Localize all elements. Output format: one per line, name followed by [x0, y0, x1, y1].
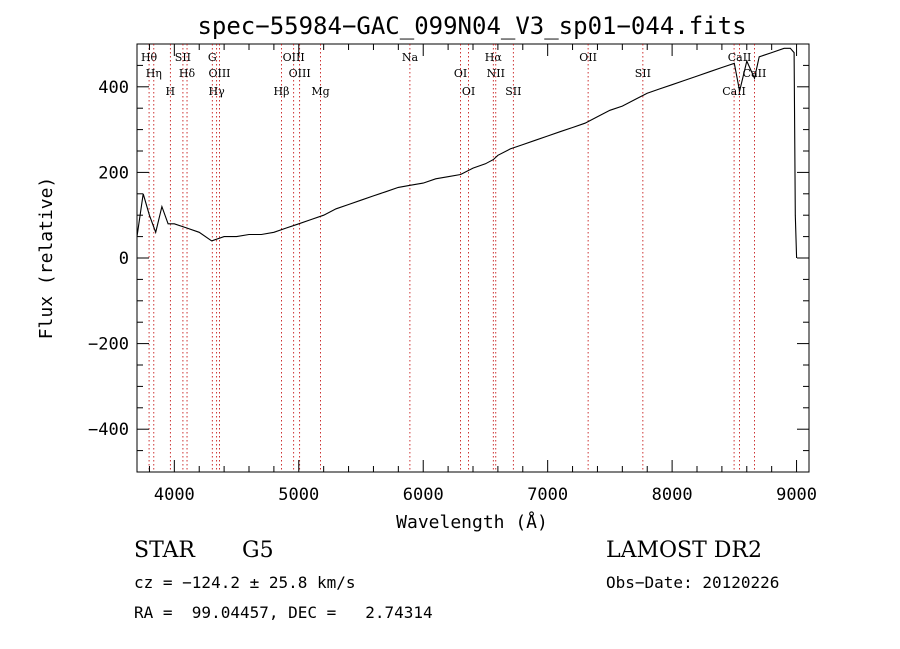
spectrum-line	[136, 47, 798, 259]
y-tick-label: 0	[119, 249, 129, 269]
x-tick-label: 8000	[652, 485, 693, 505]
line-marker-label: OI	[454, 67, 467, 80]
line-marker-label: G	[208, 51, 217, 64]
line-marker-label: OIII	[289, 67, 311, 80]
line-marker-label: OI	[462, 85, 475, 98]
line-marker-label: SII	[635, 67, 651, 80]
y-axis-label: Flux (relative)	[36, 177, 57, 340]
line-marker-label: Hη	[146, 67, 162, 80]
line-marker-label: OIII	[283, 51, 305, 64]
line-marker-label: Hγ	[209, 85, 226, 98]
x-tick-label: 6000	[403, 485, 444, 505]
line-marker-label: Mg	[311, 85, 329, 98]
survey-name: LAMOST DR2	[606, 538, 762, 563]
line-marker-label: Hα	[485, 51, 503, 64]
line-marker-label: NII	[487, 67, 505, 80]
line-marker-label: Hδ	[179, 67, 196, 80]
line-marker-label: SII	[175, 51, 191, 64]
redshift-velocity: cz = −124.2 ± 25.8 km/s	[134, 573, 356, 592]
object-subclass: G5	[242, 538, 274, 563]
line-marker-label: CaII	[728, 51, 752, 64]
x-tick-label: 7000	[527, 485, 568, 505]
line-marker-label: H	[166, 85, 176, 98]
line-marker-label: OIII	[208, 67, 230, 80]
line-marker-label: Na	[402, 51, 419, 64]
y-tick-label: 200	[98, 163, 129, 183]
x-tick-label: 5000	[278, 485, 319, 505]
line-marker-label: Hθ	[141, 51, 158, 64]
line-marker-label: CaII	[722, 85, 746, 98]
y-tick-label: 400	[98, 78, 129, 98]
line-marker-label: SII	[505, 85, 521, 98]
axis-tick-labels: 4000 5000 6000 7000 8000 9000 −400 −200 0 200 400	[88, 78, 817, 505]
ra-dec-coordinates: RA = 99.04457, DEC = 2.74314	[134, 603, 433, 622]
chart-title: spec−55984−GAC_099N04_V3_sp01−044.fits	[197, 12, 746, 40]
x-tick-label: 4000	[154, 485, 195, 505]
x-tick-label: 9000	[776, 485, 817, 505]
line-marker-label: Hβ	[274, 85, 290, 98]
plot-frame	[136, 43, 810, 473]
plot-area: HθHηHSIIHδHγGOIIIHβOIIIOIIIMgNaOIOIHαNII…	[136, 43, 810, 473]
x-axis-label: Wavelength (Å)	[396, 511, 548, 533]
axis-ticks	[137, 43, 809, 473]
object-class: STAR	[134, 538, 195, 563]
y-tick-label: −400	[88, 420, 129, 440]
line-markers: HθHηHSIIHδHγGOIIIHβOIIIOIIIMgNaOIOIHαNII…	[141, 44, 766, 472]
line-marker-label: OII	[579, 51, 597, 64]
line-marker-label: CaII	[743, 67, 767, 80]
y-tick-label: −200	[88, 335, 129, 355]
spectrum-series	[136, 47, 798, 259]
observation-date: Obs−Date: 20120226	[606, 573, 780, 592]
